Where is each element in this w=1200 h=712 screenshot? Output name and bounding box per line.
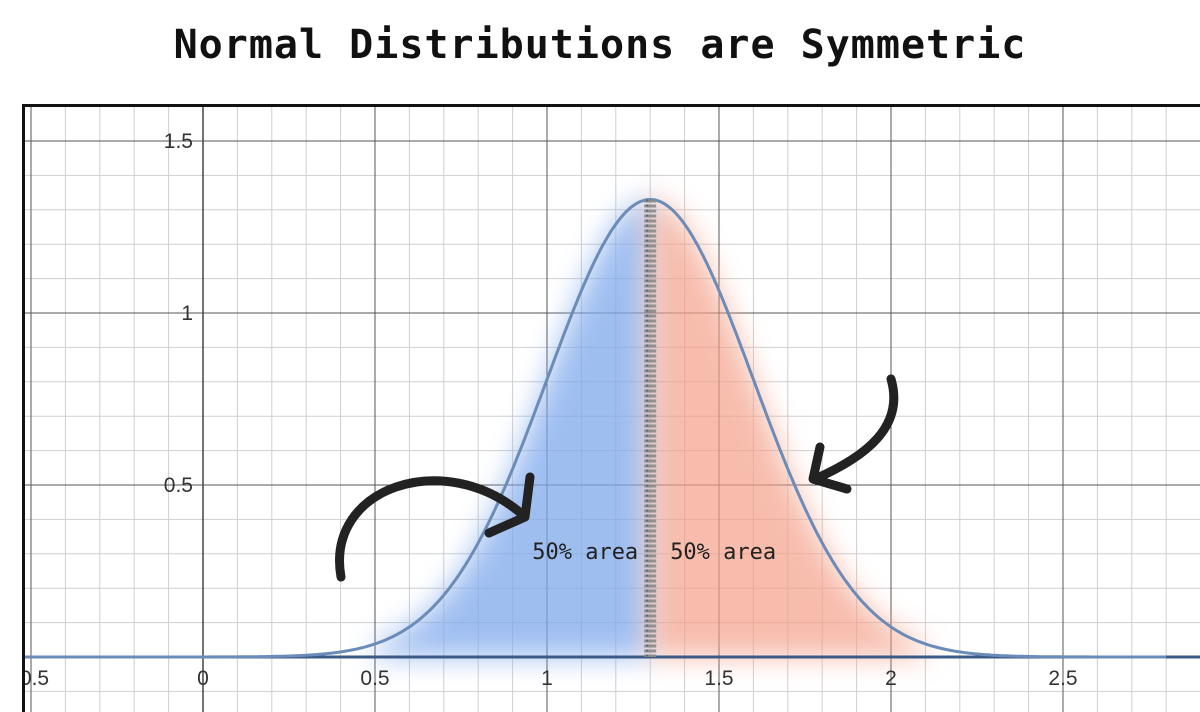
x-tick-label: 1 (541, 667, 553, 690)
plot-area: -0.5 0 0.5 1 1.5 2 2.5 0.5 1 1.5 50% area 50% area (22, 104, 1200, 712)
x-tick-label: 0.5 (360, 667, 389, 690)
x-tick-label: -0.5 (25, 667, 49, 690)
y-tick-label: 0.5 (164, 474, 193, 497)
left-area-label: 50% area (532, 540, 638, 565)
left-area-region (375, 199, 651, 657)
right-area-region (650, 199, 926, 657)
left-arrow (335, 476, 528, 582)
right-area-label: 50% area (670, 540, 776, 565)
x-tick-label: 1.5 (704, 667, 733, 690)
y-tick-label: 1.5 (164, 130, 193, 153)
y-tick-label: 1 (181, 302, 193, 325)
left-arrow-head (484, 472, 535, 538)
x-tick-label: 2 (885, 667, 897, 690)
normal-curve (25, 198, 1167, 659)
x-tick-label: 2.5 (1048, 667, 1077, 690)
x-tick-label: 0 (197, 667, 209, 690)
right-arrow-head (808, 442, 852, 494)
chart-title: Normal Distributions are Symmetric (173, 22, 1027, 68)
chart-svg: -0.5 0 0.5 1 1.5 2 2.5 0.5 1 1.5 50% area 50% area (25, 107, 1200, 712)
right-arrow (810, 374, 899, 484)
